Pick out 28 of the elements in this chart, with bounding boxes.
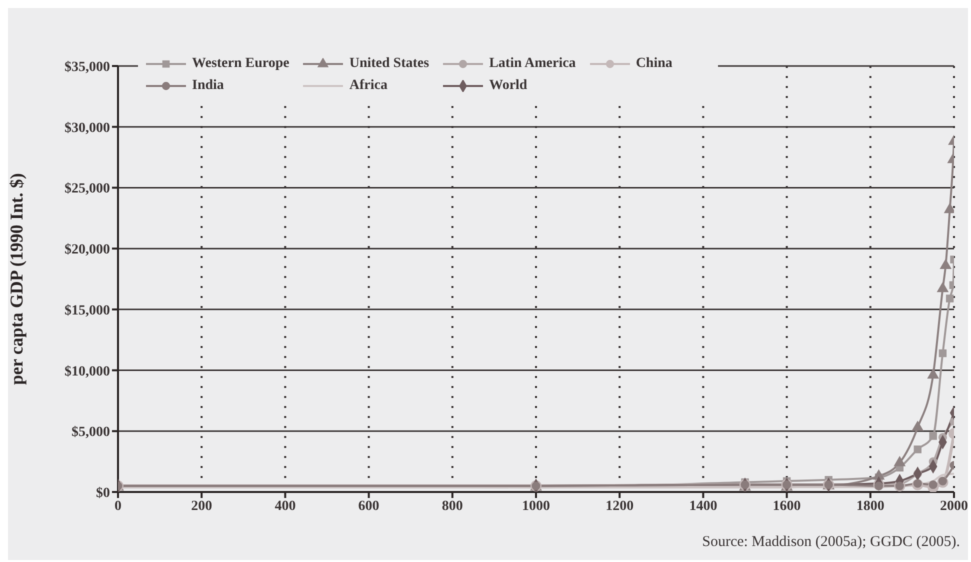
source-note: Source: Maddison (2005a); GGDC (2005). [702, 534, 960, 551]
y-tick-label: $10,000 [64, 364, 110, 380]
y-tick-label: $35,000 [64, 60, 110, 75]
legend-label: India [192, 78, 224, 94]
y-tick-label: $0 [96, 486, 110, 501]
y-tick-label: $30,000 [64, 120, 110, 136]
y-tick-label: $5,000 [72, 425, 110, 440]
legend-label: World [489, 78, 528, 94]
x-tick-label: 1800 [856, 498, 884, 514]
y-axis-title: per capta GDP (1990 Int. $) [6, 173, 26, 385]
legend-label: Western Europe [192, 56, 290, 72]
x-tick-label: 2000 [940, 498, 968, 514]
x-tick-label: 0 [114, 498, 122, 514]
x-tick-label: 1400 [689, 498, 718, 514]
x-tick-label: 1000 [522, 498, 550, 514]
y-tick-label: $25,000 [64, 182, 110, 197]
legend-label: Africa [349, 78, 388, 94]
x-tick-label: 1600 [772, 498, 801, 514]
y-tick-label: $20,000 [64, 242, 110, 258]
legend-label: Latin America [489, 56, 576, 72]
x-tick-label: 600 [358, 498, 380, 514]
x-tick-label: 200 [191, 498, 212, 514]
y-tick-label: $15,000 [64, 303, 110, 318]
x-tick-label: 800 [442, 498, 463, 514]
x-tick-label: 1200 [606, 498, 634, 514]
legend-label: China [636, 56, 672, 72]
x-tick-label: 400 [274, 498, 296, 514]
legend-label: United States [349, 56, 430, 72]
